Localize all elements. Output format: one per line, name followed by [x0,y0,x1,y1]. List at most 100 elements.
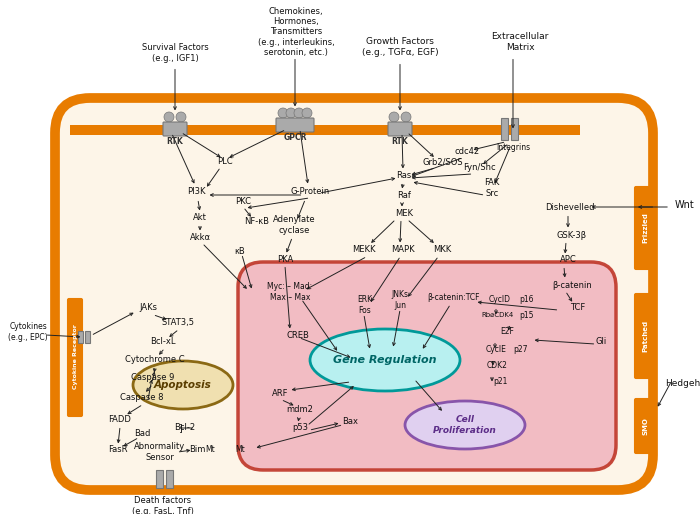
FancyBboxPatch shape [163,122,187,136]
Text: Cell
Proliferation: Cell Proliferation [433,415,497,435]
Text: ERK
Fos: ERK Fos [358,296,372,315]
Text: Bcl-xL: Bcl-xL [150,338,176,346]
Text: Myc: – Mad:
Max – Max: Myc: – Mad: Max – Max [267,282,313,302]
Text: Adenylate
cyclase: Adenylate cyclase [273,215,315,235]
Text: Survival Factors
(e.g., IGF1): Survival Factors (e.g., IGF1) [141,43,209,63]
Circle shape [286,108,296,118]
Text: RTK: RTK [167,137,183,145]
Bar [78,331,83,343]
Text: Raf: Raf [397,191,411,199]
Text: Bim: Bim [189,446,205,454]
Text: Rb⌀CDK4: Rb⌀CDK4 [482,312,514,318]
FancyBboxPatch shape [238,262,616,470]
Text: β-catenin: β-catenin [552,281,592,289]
FancyBboxPatch shape [70,125,580,135]
FancyBboxPatch shape [635,187,655,269]
Text: Wnt: Wnt [675,200,695,210]
Text: MAPK: MAPK [391,246,415,254]
Text: JNKs
Jun: JNKs Jun [391,290,409,310]
FancyBboxPatch shape [635,294,655,378]
Text: CREB: CREB [286,331,309,340]
Ellipse shape [310,329,460,391]
Text: Bad: Bad [134,430,150,438]
Text: JAKs: JAKs [139,303,157,313]
Text: Growth Factors
(e.g., TGFα, EGF): Growth Factors (e.g., TGFα, EGF) [362,38,438,57]
Text: p53: p53 [292,424,308,432]
Circle shape [401,112,411,122]
Text: p16: p16 [519,296,533,304]
Text: Hedgehog: Hedgehog [665,378,700,388]
Text: Caspase 8: Caspase 8 [120,394,164,402]
Text: PKC: PKC [235,197,251,207]
Text: β-catenin:TCF: β-catenin:TCF [428,292,480,302]
Text: mdm2: mdm2 [286,406,314,414]
Text: SMO: SMO [642,417,648,435]
Text: Cytokine Receptor: Cytokine Receptor [73,324,78,390]
Text: GPCR: GPCR [284,133,307,141]
Bar [156,470,163,488]
Text: Patched: Patched [642,320,648,352]
Text: Apoptosis: Apoptosis [154,380,212,390]
Text: FADD: FADD [108,415,132,425]
Text: Bcl-2: Bcl-2 [174,424,195,432]
Text: Mt: Mt [205,446,215,454]
Text: Gli: Gli [596,338,607,346]
Text: TCF: TCF [570,303,586,313]
Text: E2F: E2F [500,326,514,336]
Circle shape [294,108,304,118]
Text: Frizzled: Frizzled [642,213,648,244]
Text: FAK
Src: FAK Src [484,178,500,198]
FancyBboxPatch shape [388,122,412,136]
Text: Akkα: Akkα [190,233,211,243]
Text: NF-κB: NF-κB [244,217,270,227]
Text: CyclD: CyclD [489,296,511,304]
Text: PKA: PKA [277,255,293,265]
Text: Mt: Mt [235,446,245,454]
Text: Caspase 9: Caspase 9 [132,374,175,382]
Ellipse shape [133,361,233,409]
Text: Ras: Ras [396,171,412,179]
Text: Cytochrome C: Cytochrome C [125,356,185,364]
Circle shape [176,112,186,122]
FancyBboxPatch shape [276,118,314,132]
Text: STAT3,5: STAT3,5 [162,319,195,327]
Text: Abnormality
Sensor: Abnormality Sensor [134,443,186,462]
Text: Gene Regulation: Gene Regulation [333,355,437,365]
Bar [501,118,508,140]
FancyBboxPatch shape [635,399,655,453]
Text: Death factors
(e.g. FasL, Tnf): Death factors (e.g. FasL, Tnf) [132,497,194,514]
Text: κB: κB [234,248,246,256]
Text: ARF: ARF [272,389,288,397]
Text: Extracellular
Matrix: Extracellular Matrix [491,32,549,52]
Text: Grb2/SOS: Grb2/SOS [423,157,463,167]
Text: p15: p15 [519,311,533,321]
Circle shape [164,112,174,122]
Bar [166,470,173,488]
Bar [85,331,90,343]
Text: PLC: PLC [217,157,233,167]
Text: Dishevelled: Dishevelled [545,204,595,212]
Text: RTK: RTK [391,137,408,145]
Circle shape [389,112,399,122]
Circle shape [278,108,288,118]
Text: Bax: Bax [342,417,358,427]
Text: Integrins: Integrins [496,142,530,152]
Text: G-Protein: G-Protein [290,188,330,196]
Text: CyclE: CyclE [486,345,506,355]
Text: Fyn/Shc: Fyn/Shc [463,163,496,173]
Text: cdc42: cdc42 [454,148,480,156]
Text: p27: p27 [512,345,527,355]
Text: p21: p21 [493,377,507,387]
Text: MEK: MEK [395,209,413,217]
Text: PI3K: PI3K [187,188,205,196]
Text: APC: APC [559,255,576,265]
Text: Cytokines
(e.g., EPC): Cytokines (e.g., EPC) [8,322,48,342]
Ellipse shape [405,401,525,449]
Text: Chemokines,
Hormones,
Transmitters
(e.g., interleukins,
serotonin, etc.): Chemokines, Hormones, Transmitters (e.g.… [258,7,335,57]
Circle shape [302,108,312,118]
FancyBboxPatch shape [55,98,653,490]
Bar [511,118,518,140]
Text: CDK2: CDK2 [486,360,507,370]
Text: FasR: FasR [108,446,127,454]
Text: Akt: Akt [193,213,207,223]
